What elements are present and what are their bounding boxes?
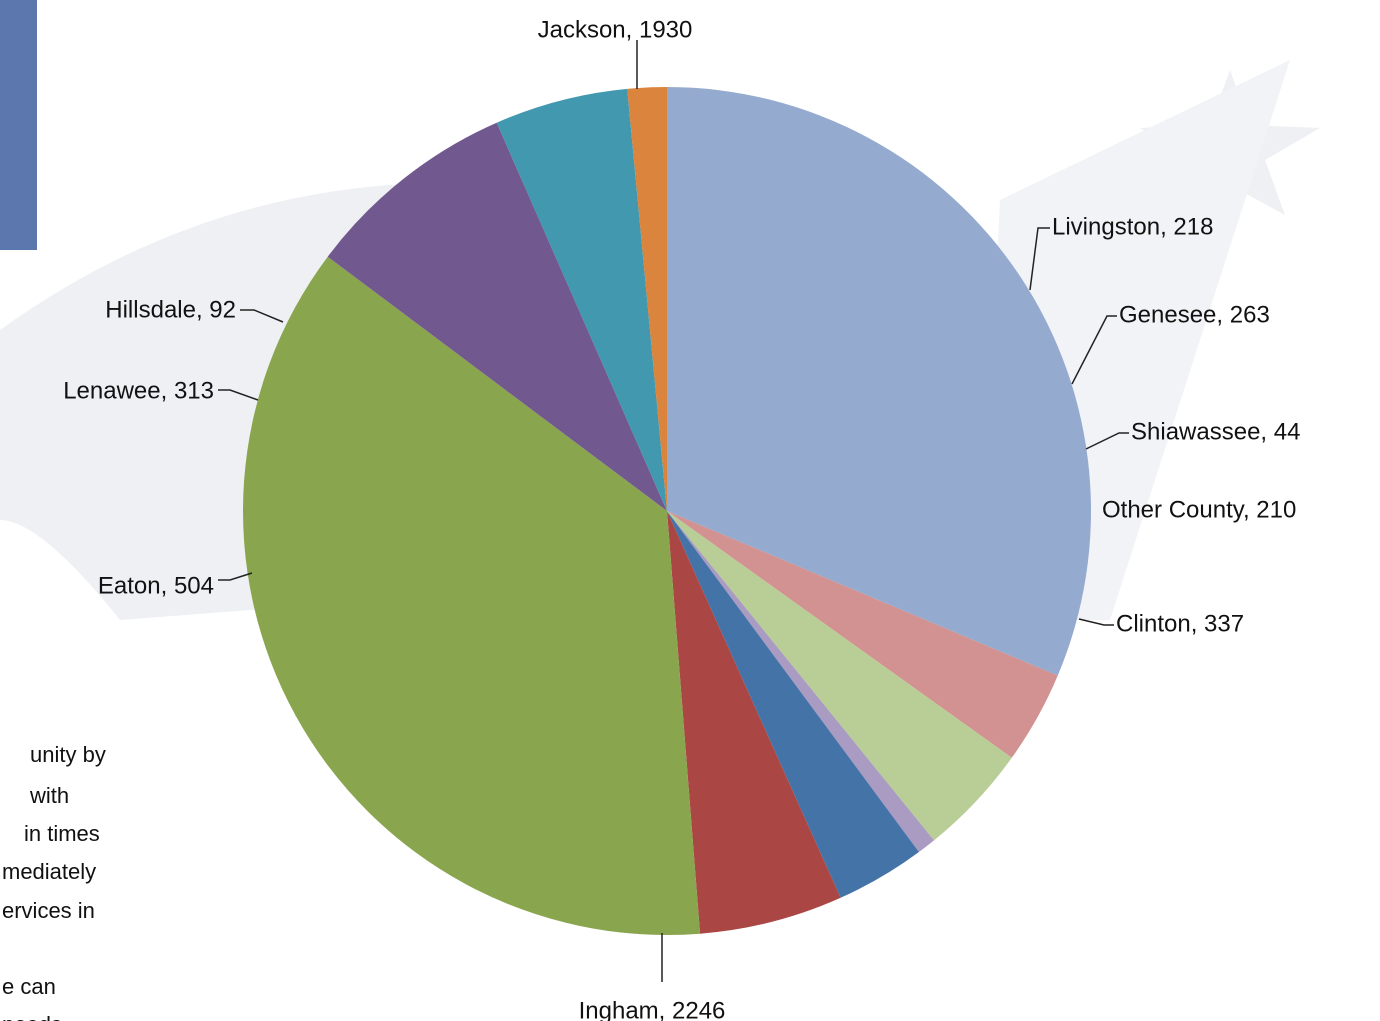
side-panel: [0, 0, 37, 250]
pie-slice-eaton: [327, 122, 667, 511]
data-label-hillsdale: Hillsdale, 92: [105, 296, 236, 323]
pie-slice-ingham: [243, 256, 701, 935]
leader-line-shiawassee: [1085, 432, 1129, 450]
leader-lines: [218, 40, 1129, 982]
data-labels: Jackson, 1930 Livingston, 218 Genesee, 263…: [63, 16, 1300, 1021]
leader-line-eaton: [218, 572, 253, 581]
pie-slice-jackson: [667, 87, 1092, 676]
data-label-eaton: Eaton, 504: [98, 572, 214, 599]
data-label-clinton: Clinton, 337: [1116, 610, 1244, 637]
leader-line-livingston: [1029, 227, 1050, 291]
leader-line-hillsdale: [240, 309, 284, 323]
data-label-lenawee: Lenawee, 313: [63, 377, 214, 404]
leader-line-clinton: [1078, 618, 1114, 626]
data-label-jackson: Jackson, 1930: [538, 16, 693, 43]
data-label-ingham: Ingham, 2246: [579, 997, 726, 1021]
side-text-block: unity by with in times mediately ervices…: [0, 742, 150, 1021]
leader-line-genesee: [1071, 315, 1117, 385]
side-text-line: in times: [24, 821, 100, 846]
pie-slice-hillsdale: [627, 87, 667, 511]
data-label-genesee: Genesee, 263: [1119, 301, 1270, 328]
side-text-line: with: [30, 783, 70, 808]
side-text-line: unity by: [30, 742, 106, 767]
pie-slice-clinton: [667, 511, 841, 934]
data-label-shiawassee: Shiawassee, 44: [1131, 418, 1300, 445]
data-label-other-county: Other County, 210: [1102, 496, 1296, 523]
leader-line-lenawee: [218, 389, 259, 401]
data-label-livingston: Livingston, 218: [1052, 213, 1213, 240]
side-text-line: mediately: [2, 859, 97, 884]
pie-slice-lenawee: [496, 88, 667, 511]
pie-slice-shiawassee: [667, 511, 934, 853]
pie-slices: [243, 87, 1092, 935]
side-text-line: e can: [2, 974, 56, 999]
side-text-line: ervices in: [2, 898, 95, 923]
pie-slice-other-county: [667, 511, 919, 898]
side-text-line: needs: [2, 1012, 62, 1021]
pie-slice-livingston: [667, 511, 1058, 758]
pie-slice-genesee: [667, 511, 1012, 841]
